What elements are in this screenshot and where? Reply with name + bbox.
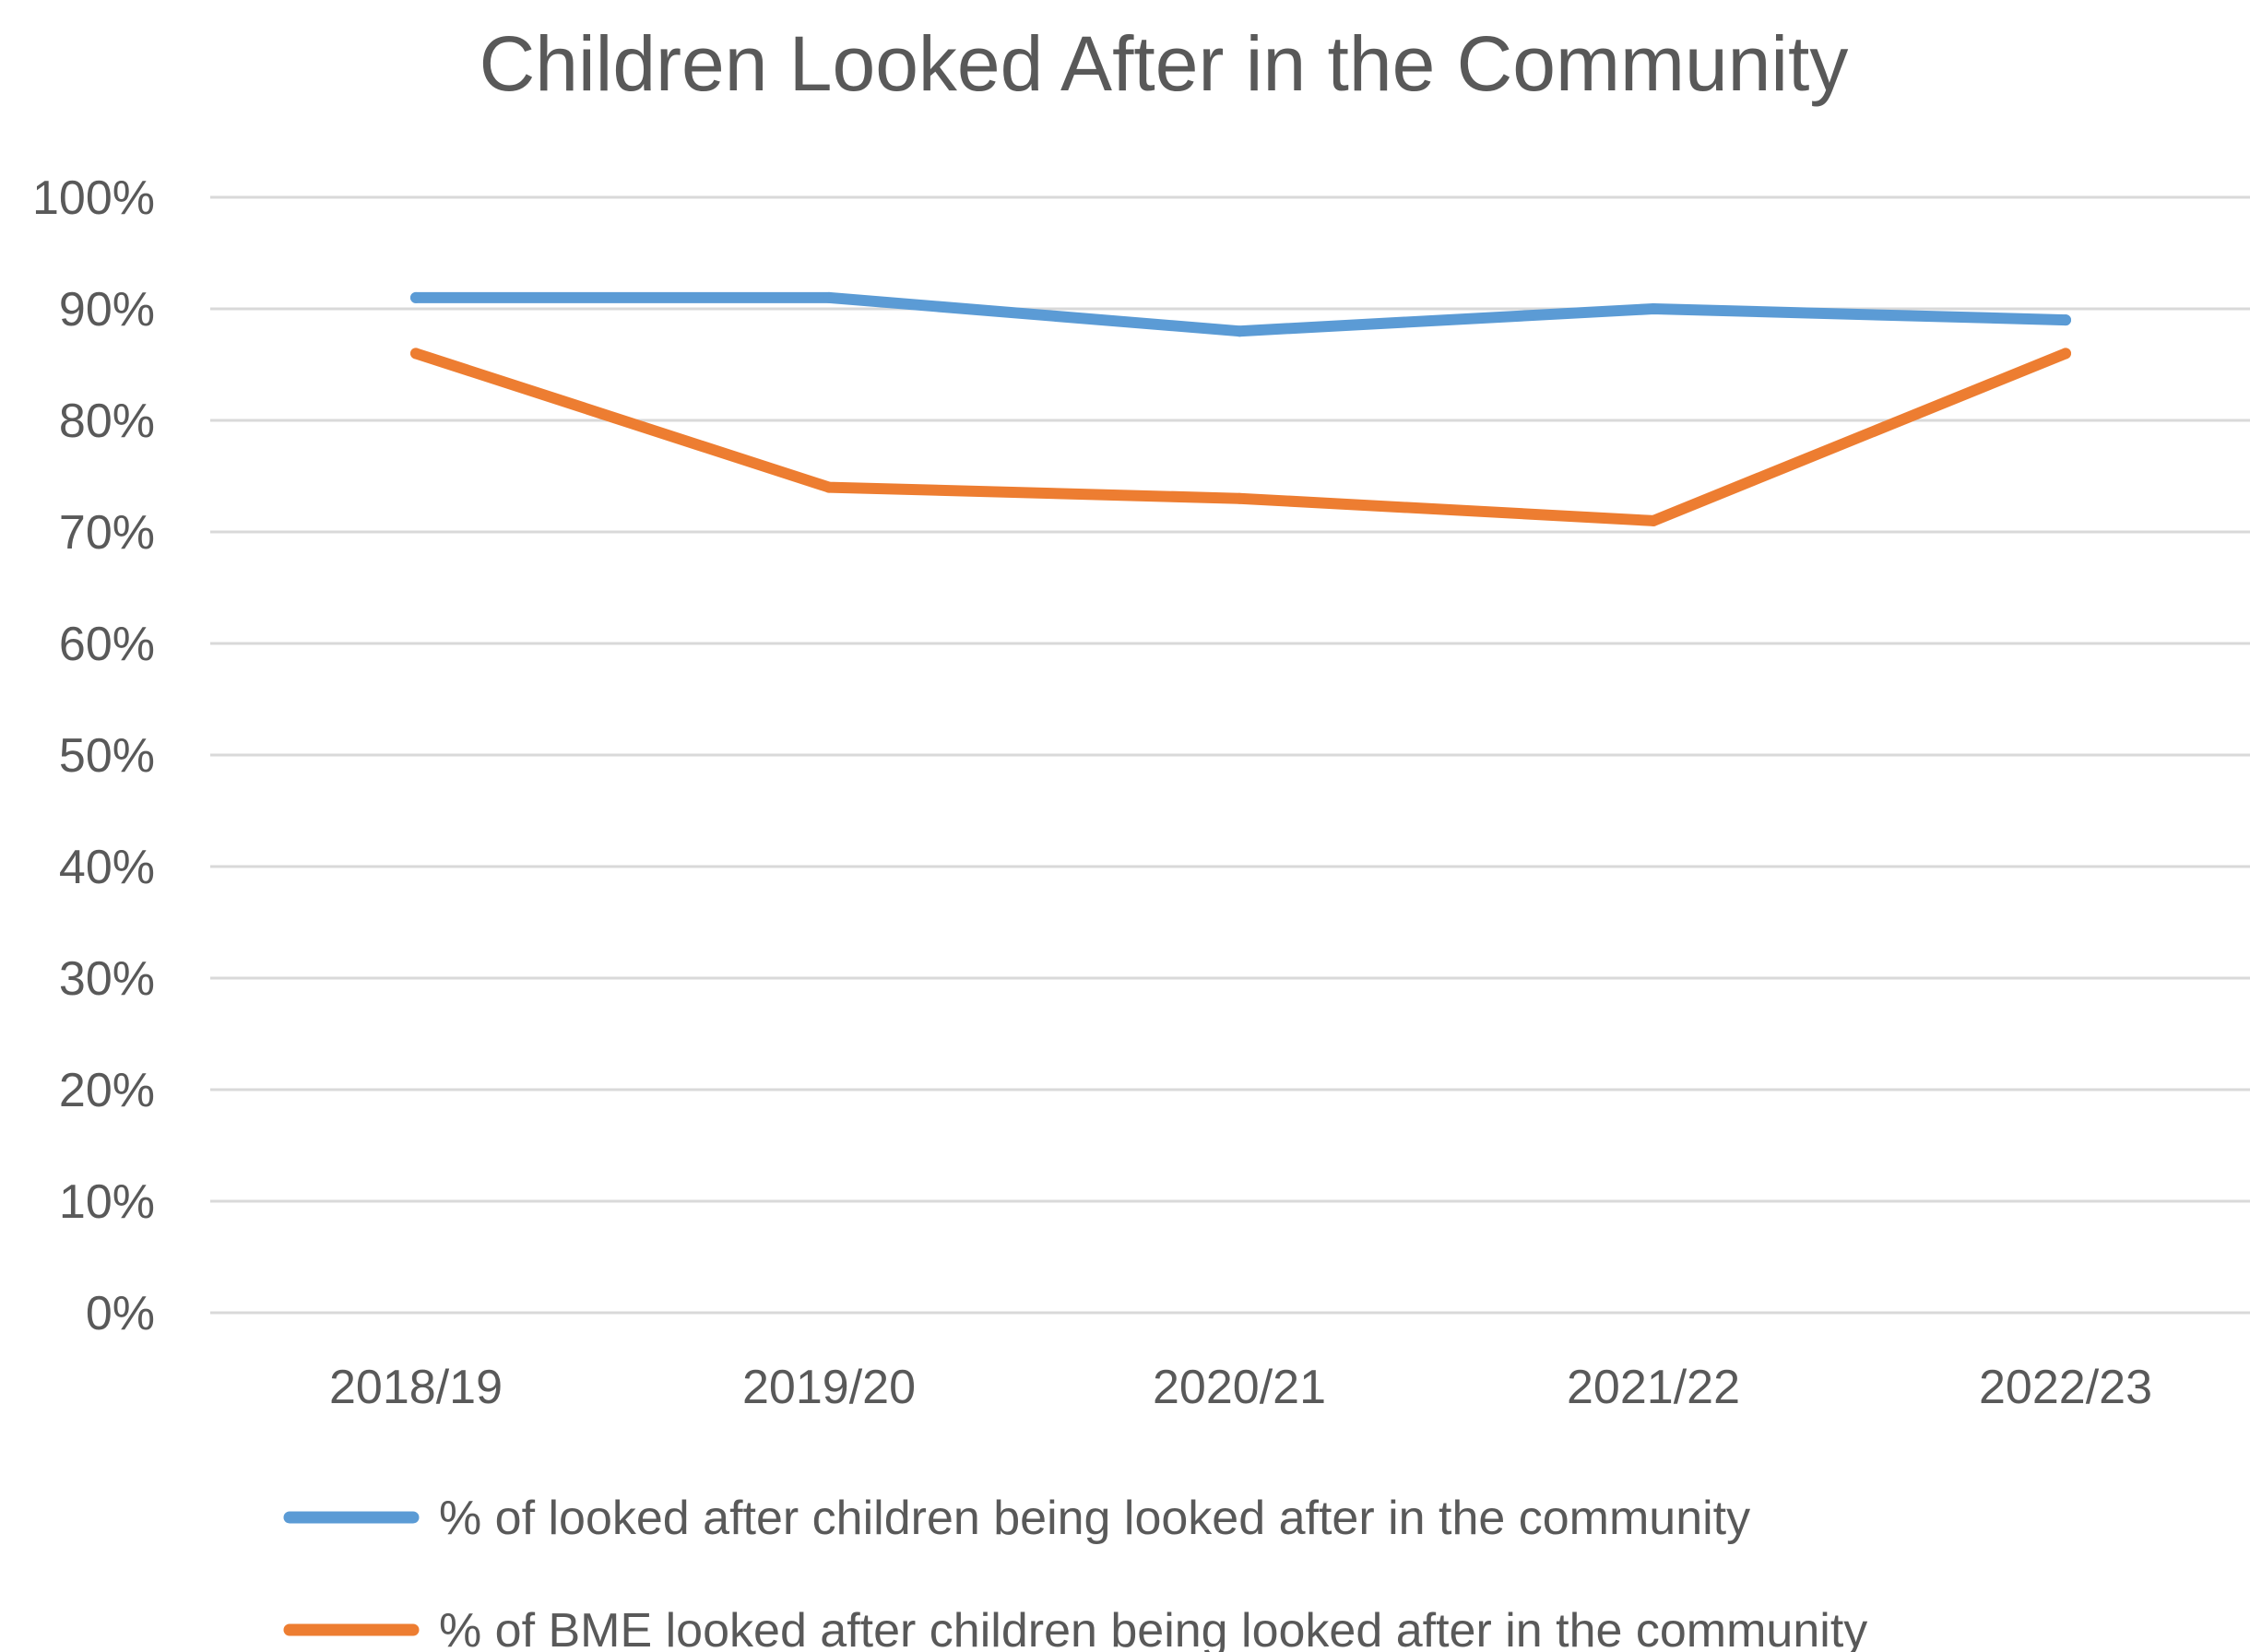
data-point	[410, 291, 421, 303]
y-tick-label: 0%	[86, 1287, 155, 1340]
legend-entry-label: % of looked after children being looked …	[439, 1492, 1750, 1545]
data-point	[823, 481, 835, 493]
x-tick-label: 2018/19	[329, 1361, 503, 1414]
gridlines	[210, 195, 2250, 1315]
y-tick-label: 60%	[59, 618, 155, 671]
y-tick-label: 90%	[59, 283, 155, 336]
series-lines	[410, 291, 2071, 526]
data-point	[2060, 348, 2071, 360]
legend-entry-label: % of BME looked after children being loo…	[439, 1604, 1867, 1652]
data-point	[1648, 303, 1659, 314]
legend: % of looked after children being looked …	[283, 1492, 1867, 1652]
data-point	[410, 348, 421, 360]
data-point	[1234, 325, 1245, 337]
y-tick-label: 10%	[59, 1175, 155, 1229]
data-point	[1648, 514, 1659, 526]
y-tick-label: 30%	[59, 952, 155, 1006]
data-point	[823, 291, 835, 303]
chart-title: Children Looked After in the Community	[480, 20, 1849, 107]
y-axis-tick-labels: 0% 10% 20% 30% 40% 50% 60% 70% 80% 90% 100%	[32, 171, 155, 1340]
data-point	[1234, 492, 1245, 504]
x-axis-tick-labels: 2018/19 2019/20 2020/21 2021/22 2022/23	[329, 1361, 2152, 1414]
x-tick-label: 2019/20	[742, 1361, 916, 1414]
y-tick-label: 100%	[32, 171, 155, 225]
y-tick-label: 40%	[59, 841, 155, 894]
x-tick-label: 2020/21	[1153, 1361, 1326, 1414]
y-tick-label: 80%	[59, 395, 155, 448]
x-tick-label: 2022/23	[1979, 1361, 2152, 1414]
y-tick-label: 50%	[59, 729, 155, 783]
y-tick-label: 70%	[59, 506, 155, 560]
data-point	[2060, 314, 2071, 326]
x-tick-label: 2021/22	[1567, 1361, 1740, 1414]
y-tick-label: 20%	[59, 1064, 155, 1117]
